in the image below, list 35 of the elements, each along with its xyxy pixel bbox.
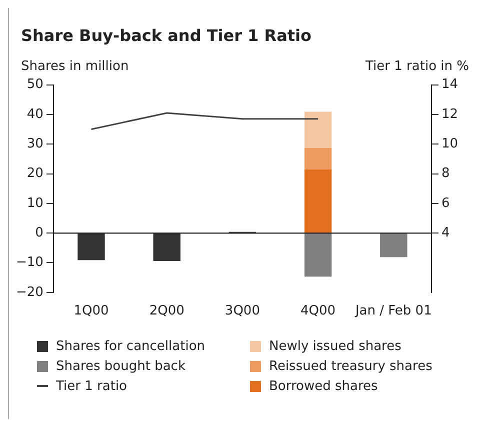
y2-tick-label: 4 [441, 225, 450, 240]
y-tick-label: −10 [16, 255, 44, 270]
y-axis-title: Shares in million [21, 59, 129, 74]
y2-tick-label: 6 [441, 196, 450, 211]
y2-tick-label: 12 [441, 106, 458, 122]
bar [380, 234, 408, 258]
legend-label: Borrowed shares [269, 378, 378, 394]
bar [304, 112, 332, 148]
legend-label: Tier 1 ratio [56, 378, 128, 394]
legend-label: Shares bought back [56, 358, 186, 374]
y2-axis-title: Tier 1 ratio in % [366, 59, 469, 74]
bar [304, 169, 332, 233]
bar [153, 234, 180, 261]
x-tick-label: 2Q00 [149, 304, 184, 319]
y2-tick-label: 14 [441, 77, 458, 92]
bar [304, 148, 332, 170]
legend-label: Shares for cancellation [56, 338, 206, 354]
y-tick-label: 50 [26, 77, 44, 92]
legend-label: Newly issued shares [269, 338, 402, 354]
y2-tick-label: 10 [441, 136, 458, 152]
y-tick-label: 40 [26, 106, 44, 122]
x-tick-label: Jan / Feb 01 [354, 304, 432, 319]
y-tick-label: 0 [35, 225, 44, 240]
x-tick-label: 1Q00 [74, 304, 109, 319]
legend-label: Reissued treasury shares [269, 358, 432, 374]
chart-title: Share Buy-back and Tier 1 Ratio [20, 25, 312, 45]
x-tick-label: 4Q00 [300, 304, 336, 319]
bar [304, 234, 332, 277]
y-tick-label: −20 [16, 284, 44, 300]
y2-tick-label: 8 [441, 166, 450, 182]
y-tick-label: 10 [26, 196, 44, 211]
y-tick-label: 30 [26, 136, 44, 152]
x-tick-label: 3Q00 [224, 304, 260, 319]
bar [78, 234, 105, 260]
y-tick-label: 20 [26, 166, 44, 182]
